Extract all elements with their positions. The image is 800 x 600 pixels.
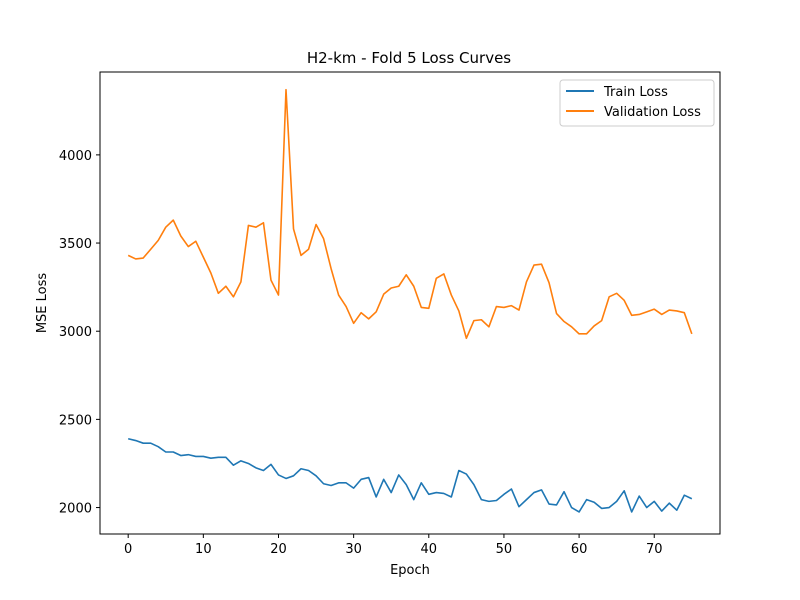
y-tick-label: 2500 <box>59 413 92 428</box>
legend: Train Loss Validation Loss <box>559 79 715 127</box>
y-axis-label: MSE Loss <box>35 273 50 334</box>
x-tick-label: 30 <box>345 542 362 557</box>
legend-label-train-loss: Train Loss <box>603 85 668 100</box>
plot-lines <box>127 88 693 513</box>
y-axis-ticks: 2000 2500 3000 3500 4000 <box>59 149 100 517</box>
x-tick-label: 50 <box>496 542 513 557</box>
legend-box <box>559 79 715 127</box>
x-tick-label: 20 <box>270 542 287 557</box>
legend-label-validation-loss: Validation Loss <box>604 105 701 120</box>
x-tick-label: 40 <box>421 542 438 557</box>
y-tick-label: 3000 <box>59 325 92 340</box>
plot-frame <box>99 71 721 535</box>
x-tick-label: 10 <box>195 542 212 557</box>
x-tick-label: 0 <box>124 542 132 557</box>
x-axis-label: Epoch <box>390 563 430 578</box>
series-line-train-loss <box>127 438 693 513</box>
x-axis-ticks: 0 10 20 30 40 50 60 70 <box>124 534 663 557</box>
chart-title: H2-km - Fold 5 Loss Curves <box>307 49 511 67</box>
y-tick-label: 2000 <box>59 502 92 517</box>
y-tick-label: 4000 <box>59 149 92 164</box>
x-tick-label: 60 <box>571 542 588 557</box>
series-line-validation-loss <box>127 88 693 340</box>
x-tick-label: 70 <box>646 542 663 557</box>
y-tick-label: 3500 <box>59 237 92 252</box>
